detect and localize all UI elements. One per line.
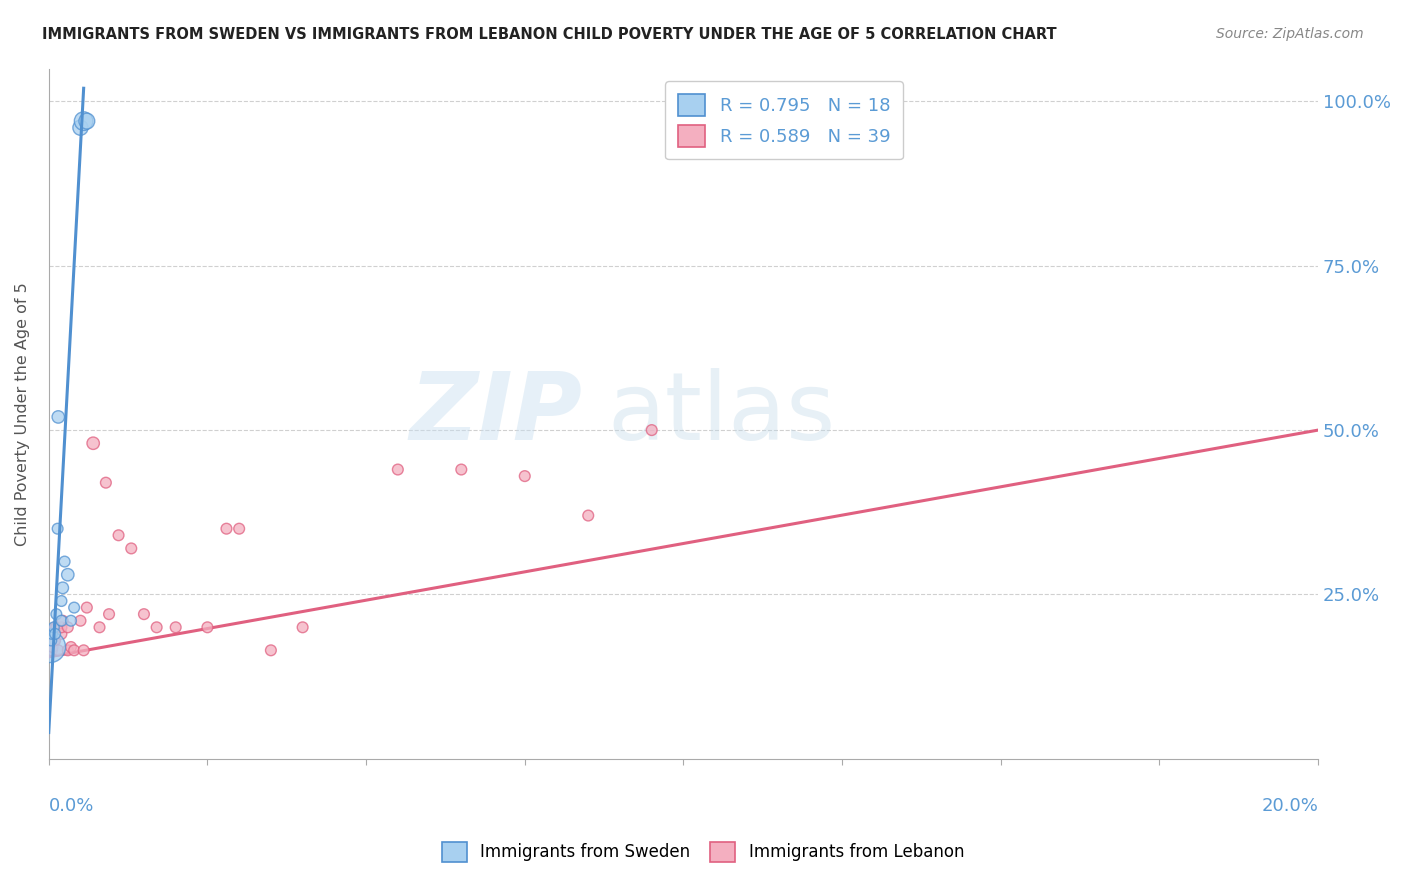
Legend: R = 0.795   N = 18, R = 0.589   N = 39: R = 0.795 N = 18, R = 0.589 N = 39: [665, 81, 903, 160]
Point: [39, 627, 62, 641]
Point: [76, 114, 98, 128]
Point: [46, 409, 69, 424]
Point: [56, 567, 79, 582]
Point: [59, 614, 82, 628]
Point: [41, 627, 63, 641]
Point: [132, 607, 155, 622]
Text: 20.0%: 20.0%: [1261, 797, 1319, 814]
Point: [98, 607, 121, 622]
Point: [45, 620, 67, 634]
Text: Source: ZipAtlas.com: Source: ZipAtlas.com: [1216, 27, 1364, 41]
Point: [107, 528, 129, 542]
Point: [42, 620, 65, 634]
Text: 0.0%: 0.0%: [49, 797, 94, 814]
Point: [52, 581, 75, 595]
Point: [63, 600, 86, 615]
Point: [120, 541, 142, 556]
Point: [291, 620, 314, 634]
Point: [641, 423, 664, 437]
Point: [228, 522, 250, 536]
Text: ZIP: ZIP: [409, 368, 582, 459]
Point: [41, 640, 63, 654]
Y-axis label: Child Poverty Under the Age of 5: Child Poverty Under the Age of 5: [15, 282, 30, 546]
Point: [51, 594, 73, 608]
Point: [63, 643, 86, 657]
Point: [46, 643, 69, 657]
Point: [215, 522, 238, 536]
Point: [51, 627, 73, 641]
Text: IMMIGRANTS FROM SWEDEN VS IMMIGRANTS FROM LEBANON CHILD POVERTY UNDER THE AGE OF: IMMIGRANTS FROM SWEDEN VS IMMIGRANTS FRO…: [42, 27, 1057, 42]
Point: [44, 620, 66, 634]
Point: [51, 614, 73, 628]
Point: [76, 600, 98, 615]
Point: [46, 522, 69, 536]
Legend: Immigrants from Sweden, Immigrants from Lebanon: Immigrants from Sweden, Immigrants from …: [433, 833, 973, 871]
Point: [52, 614, 75, 628]
Point: [56, 643, 79, 657]
Point: [44, 633, 66, 648]
Point: [82, 436, 104, 450]
Point: [38, 640, 60, 654]
Point: [94, 475, 117, 490]
Point: [69, 120, 91, 135]
Point: [145, 620, 167, 634]
Point: [576, 508, 599, 523]
Point: [165, 620, 187, 634]
Point: [39, 633, 62, 648]
Point: [39, 633, 62, 648]
Text: atlas: atlas: [607, 368, 835, 459]
Point: [39, 640, 62, 654]
Point: [41, 643, 63, 657]
Point: [51, 620, 73, 634]
Point: [450, 462, 472, 476]
Point: [73, 114, 96, 128]
Point: [42, 633, 65, 648]
Point: [89, 620, 111, 634]
Point: [197, 620, 219, 634]
Point: [53, 555, 76, 569]
Point: [513, 469, 536, 483]
Point: [73, 643, 96, 657]
Point: [69, 614, 91, 628]
Point: [387, 462, 409, 476]
Point: [45, 607, 67, 622]
Point: [59, 640, 82, 654]
Point: [260, 643, 283, 657]
Point: [56, 620, 79, 634]
Point: [44, 627, 66, 641]
